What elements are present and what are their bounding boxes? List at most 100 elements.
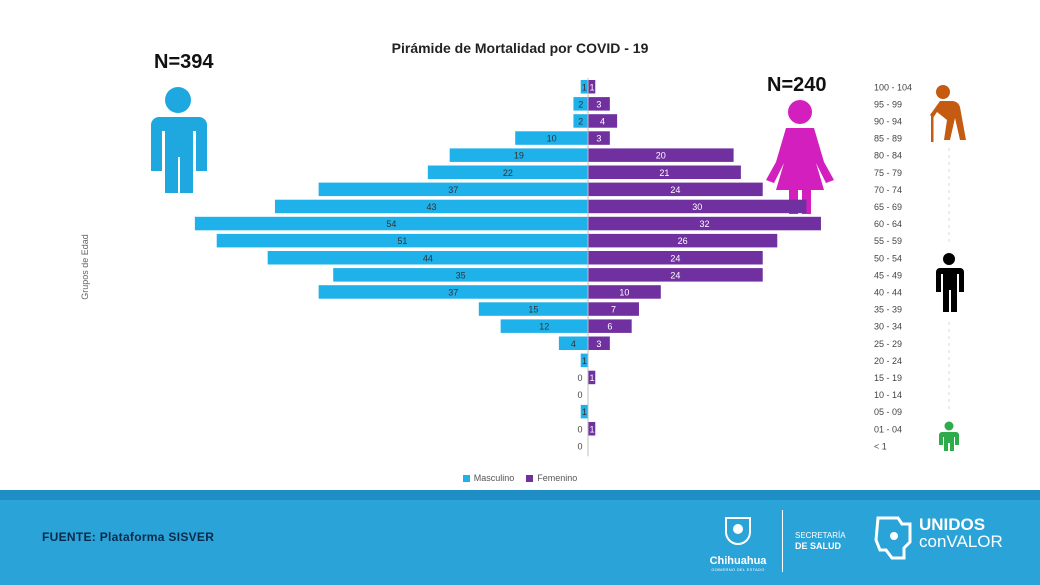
male-value-label: 10: [547, 134, 557, 144]
slogan-line2: conVALOR: [919, 532, 1003, 551]
male-value-label: 51: [397, 236, 407, 246]
male-value-label: 54: [386, 219, 396, 229]
male-bar: [267, 251, 588, 265]
age-group-label: 90 - 94: [874, 116, 902, 126]
age-group-label: 15 - 19: [874, 373, 902, 383]
age-group-label: 40 - 44: [874, 287, 902, 297]
female-bar: [588, 336, 610, 350]
secretaria-label: SECRETARÍA DE SALUD: [795, 530, 846, 552]
female-bar: [588, 80, 596, 94]
female-bar: [588, 251, 763, 265]
male-figure-icon: [151, 87, 207, 193]
age-group-label: 60 - 64: [874, 219, 902, 229]
female-bar: [588, 97, 610, 111]
female-value-label: 6: [607, 322, 612, 332]
female-value-label: 24: [670, 270, 680, 280]
male-bar: [573, 114, 588, 128]
male-bar: [333, 268, 588, 282]
female-bar: [588, 216, 821, 231]
male-bar: [580, 80, 588, 94]
age-group-label: 85 - 89: [874, 134, 902, 144]
age-group-label: 55 - 59: [874, 236, 902, 246]
age-group-label: 80 - 84: [874, 151, 902, 161]
male-bar: [216, 233, 588, 248]
female-value-label: 3: [596, 99, 601, 109]
male-value-label: 0: [577, 390, 582, 400]
male-bar: [318, 285, 588, 299]
age-group-label: 25 - 29: [874, 339, 902, 349]
female-value-label: 7: [611, 305, 616, 315]
legend-item-female: Femenino: [526, 473, 577, 483]
female-value-label: 30: [692, 202, 702, 212]
female-bar: [588, 285, 661, 299]
map-emblem-icon: [874, 516, 912, 560]
female-bar: [588, 165, 741, 179]
legend-label-male: Masculino: [473, 473, 515, 483]
male-value-label: 37: [448, 185, 458, 195]
male-value-label: 43: [426, 202, 436, 212]
chihuahua-logo: Chihuahua GOBIERNO DEL ESTADO: [706, 514, 770, 572]
legend: Masculino Femenino: [0, 473, 1040, 483]
male-value-label: 1: [582, 407, 587, 417]
age-group-label: 50 - 54: [874, 253, 902, 263]
male-bar: [580, 404, 588, 419]
female-bar: [588, 199, 807, 214]
gov-sub: GOBIERNO DEL ESTADO: [711, 567, 765, 572]
male-value-label: 2: [578, 99, 583, 109]
female-bar: [588, 148, 734, 162]
male-bar: [573, 97, 588, 111]
female-total: N=240: [767, 74, 827, 96]
secretaria-line1: SECRETARÍA: [795, 531, 846, 540]
shield-icon: [725, 517, 751, 545]
male-value-label: 1: [582, 82, 587, 92]
age-group-label: 01 - 04: [874, 424, 902, 434]
male-value-label: 22: [503, 168, 513, 178]
unidos-logo: UNIDOS conVALOR: [872, 514, 1003, 567]
age-group-label: 75 - 79: [874, 168, 902, 178]
male-bar: [500, 319, 588, 333]
female-value-label: 26: [678, 236, 688, 246]
male-bar: [580, 353, 588, 368]
age-group-label: 65 - 69: [874, 202, 902, 212]
female-value-label: 1: [589, 82, 594, 92]
male-value-label: 0: [577, 441, 582, 451]
female-bar: [588, 114, 618, 128]
source-text: FUENTE: Plataforma SISVER: [42, 530, 215, 544]
female-bar: [588, 302, 639, 316]
chart-title: Pirámide de Mortalidad por COVID - 19: [391, 40, 649, 56]
footer-divider: [782, 510, 783, 572]
gov-name: Chihuahua: [709, 555, 767, 567]
elder-icon: [930, 85, 966, 142]
female-value-label: 3: [596, 134, 601, 144]
male-value-label: 37: [448, 287, 458, 297]
male-bar: [427, 165, 588, 179]
male-value-label: 0: [577, 373, 582, 383]
male-value-label: 44: [423, 253, 433, 263]
female-figure-icon: [766, 100, 834, 214]
male-total: N=394: [154, 51, 214, 73]
male-value-label: 1: [582, 356, 587, 366]
male-value-label: 12: [539, 322, 549, 332]
age-group-label: 100 - 104: [874, 82, 912, 92]
male-value-label: 0: [577, 424, 582, 434]
male-value-label: 4: [571, 339, 576, 349]
child-icon: [939, 421, 959, 451]
male-bar: [478, 302, 588, 316]
age-group-label: 05 - 09: [874, 407, 902, 417]
male-bar: [318, 182, 588, 197]
female-bar: [588, 422, 596, 436]
female-value-label: 4: [600, 116, 605, 126]
footer-band: [0, 490, 1040, 500]
male-bar: [558, 336, 588, 350]
male-bar: [515, 131, 588, 145]
female-value-label: 1: [589, 424, 594, 434]
male-bar: [449, 148, 588, 162]
age-group-label: 95 - 99: [874, 99, 902, 109]
female-value-label: 10: [619, 287, 629, 297]
age-group-label: 20 - 24: [874, 356, 902, 366]
male-value-label: 35: [456, 270, 466, 280]
female-bar: [588, 182, 763, 197]
